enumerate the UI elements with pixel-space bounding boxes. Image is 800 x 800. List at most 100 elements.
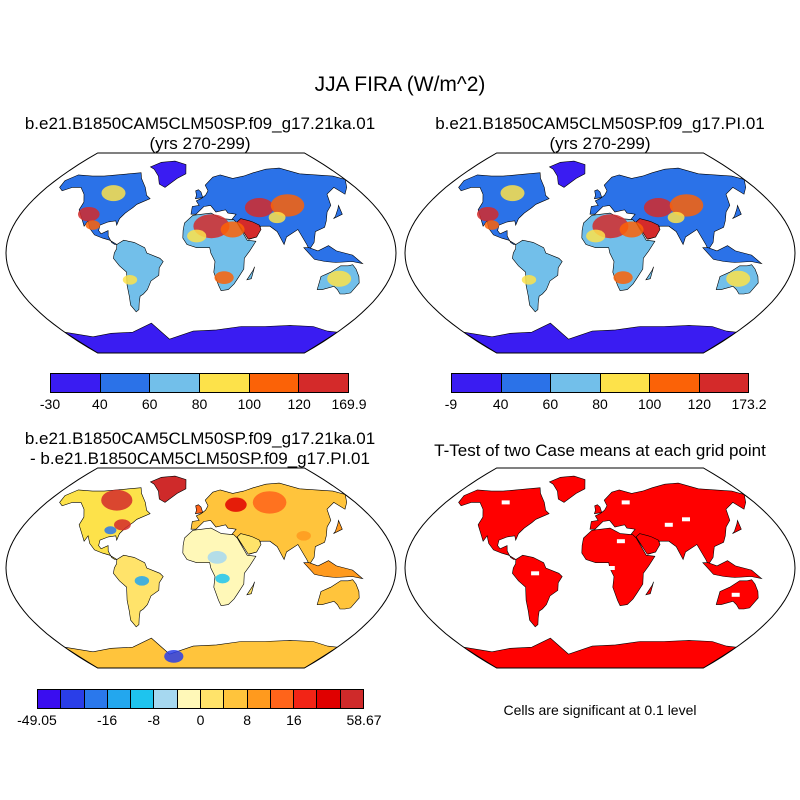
field-patch (327, 270, 352, 287)
field-patch (225, 497, 247, 512)
continent-greenland (548, 475, 586, 503)
continent-madagascar (645, 266, 654, 281)
continent-japan (732, 204, 742, 219)
continent-africa (581, 527, 656, 607)
colorbar-tick-label: 100 (637, 396, 662, 412)
nonsignificant-cell (621, 500, 630, 505)
field-patch (122, 275, 138, 285)
panel3-title: b.e21.B1850CAM5CLM50SP.f09_g17.21ka.01 -… (0, 429, 400, 469)
continent-indonesia (702, 245, 763, 265)
field-patch (214, 271, 234, 284)
field-patch (270, 194, 305, 217)
continent-japan (732, 519, 742, 534)
colorbar-tick-label: 60 (542, 396, 559, 412)
colorbar-swatch (294, 690, 318, 708)
colorbar-swatch (38, 690, 62, 708)
colorbar-swatch (452, 374, 502, 392)
continent-northAmerica (458, 487, 550, 560)
continent-southAmerica (113, 554, 164, 628)
nonsignificant-cell (682, 517, 690, 522)
field-patch (667, 211, 685, 224)
colorbar-swatch (247, 690, 271, 708)
colorbar-difference (37, 689, 364, 709)
field-patch (114, 519, 131, 531)
colorbar-tick-label: 60 (141, 396, 158, 412)
continent-arabia (236, 218, 262, 240)
colorbar-swatch (501, 374, 551, 392)
colorbar-tick-label: -8 (147, 712, 161, 728)
continent-indonesia (303, 560, 364, 580)
colorbar-tick-label: 40 (92, 396, 108, 412)
nonsignificant-cell (501, 500, 510, 505)
continent-japan (333, 519, 343, 534)
colorbar-swatch (154, 690, 178, 708)
colorbar-tick-label: 80 (191, 396, 208, 412)
colorbar-swatch (150, 374, 201, 392)
colorbar-swatch (600, 374, 650, 392)
field-patch (521, 275, 537, 285)
field-patch (619, 221, 644, 238)
colorbar-swatch (61, 690, 85, 708)
colorbar-tick-label: 16 (286, 712, 302, 728)
continent-britain (194, 189, 204, 200)
continent-madagascar (246, 581, 255, 596)
colorbar-tick-label: 169.9 (331, 396, 367, 412)
field-patch (85, 220, 101, 230)
nonsignificant-cell (616, 539, 625, 544)
colorbar-tick-label: 0 (196, 712, 205, 728)
colorbar-swatch (270, 690, 295, 708)
colorbar-swatch (551, 374, 601, 392)
continent-northAmerica (458, 172, 550, 245)
map-frame (5, 467, 397, 669)
field-patch (164, 650, 184, 663)
field-patch (78, 207, 100, 222)
colorbar-swatch (340, 690, 363, 708)
field-patch (484, 220, 499, 230)
continent-indonesia (702, 560, 763, 580)
colorbar-tick-label: 80 (592, 396, 608, 412)
panel3-title-line2: - b.e21.B1850CAM5CLM50SP.f09_g17.PI.01 (30, 449, 370, 468)
field-patch (477, 207, 499, 222)
map-21ka (5, 152, 397, 354)
continent-arabia (635, 218, 661, 240)
map-ttest (404, 467, 796, 669)
colorbar-swatch (317, 690, 341, 708)
colorbar-tick-label: 58.67 (346, 712, 382, 728)
field-patch (669, 194, 704, 217)
field-patch (613, 271, 633, 284)
colorbar-swatch (200, 374, 250, 392)
colorbar-swatch (299, 374, 349, 392)
colorbar-tick-label: 40 (492, 396, 509, 412)
continent-southAmerica (113, 239, 164, 313)
field-patch (134, 576, 150, 586)
colorbar-pi (451, 373, 749, 393)
panel1-title: b.e21.B1850CAM5CLM50SP.f09_g17.21ka.01 (… (0, 114, 400, 154)
nonsignificant-cell (731, 592, 740, 597)
continent-southAmerica (512, 554, 563, 628)
panel2-title-line1: b.e21.B1850CAM5CLM50SP.f09_g17.PI.01 (435, 114, 765, 133)
field-patch (643, 198, 673, 218)
field-patch (207, 551, 227, 564)
colorbar-swatch (51, 374, 101, 392)
colorbar-tick-label: 120 (687, 396, 712, 412)
colorbar-tick-label: 173.2 (731, 396, 767, 412)
panel2-title-line2: (yrs 270-299) (549, 134, 651, 153)
field-patch (500, 185, 525, 202)
continent-southAmerica (512, 239, 563, 313)
continent-northAmerica (59, 172, 151, 245)
continent-arabia (236, 533, 262, 555)
continent-greenland (149, 160, 187, 188)
colorbar-swatch (107, 690, 132, 708)
panel4-title: T-Test of two Case means at each grid po… (400, 441, 800, 461)
nonsignificant-cell (606, 566, 615, 570)
panel2-title: b.e21.B1850CAM5CLM50SP.f09_g17.PI.01 (yr… (400, 114, 800, 154)
continent-indonesia (303, 245, 364, 265)
continent-australia (316, 579, 360, 610)
significance-note: Cells are significant at 0.1 level (503, 702, 697, 718)
continent-britain (194, 504, 204, 515)
colorbar-swatch (100, 374, 151, 392)
map-difference (5, 467, 397, 669)
colorbar-swatch (177, 690, 201, 708)
field-patch (104, 526, 117, 535)
panel4-title-line1: T-Test of two Case means at each grid po… (434, 441, 766, 460)
